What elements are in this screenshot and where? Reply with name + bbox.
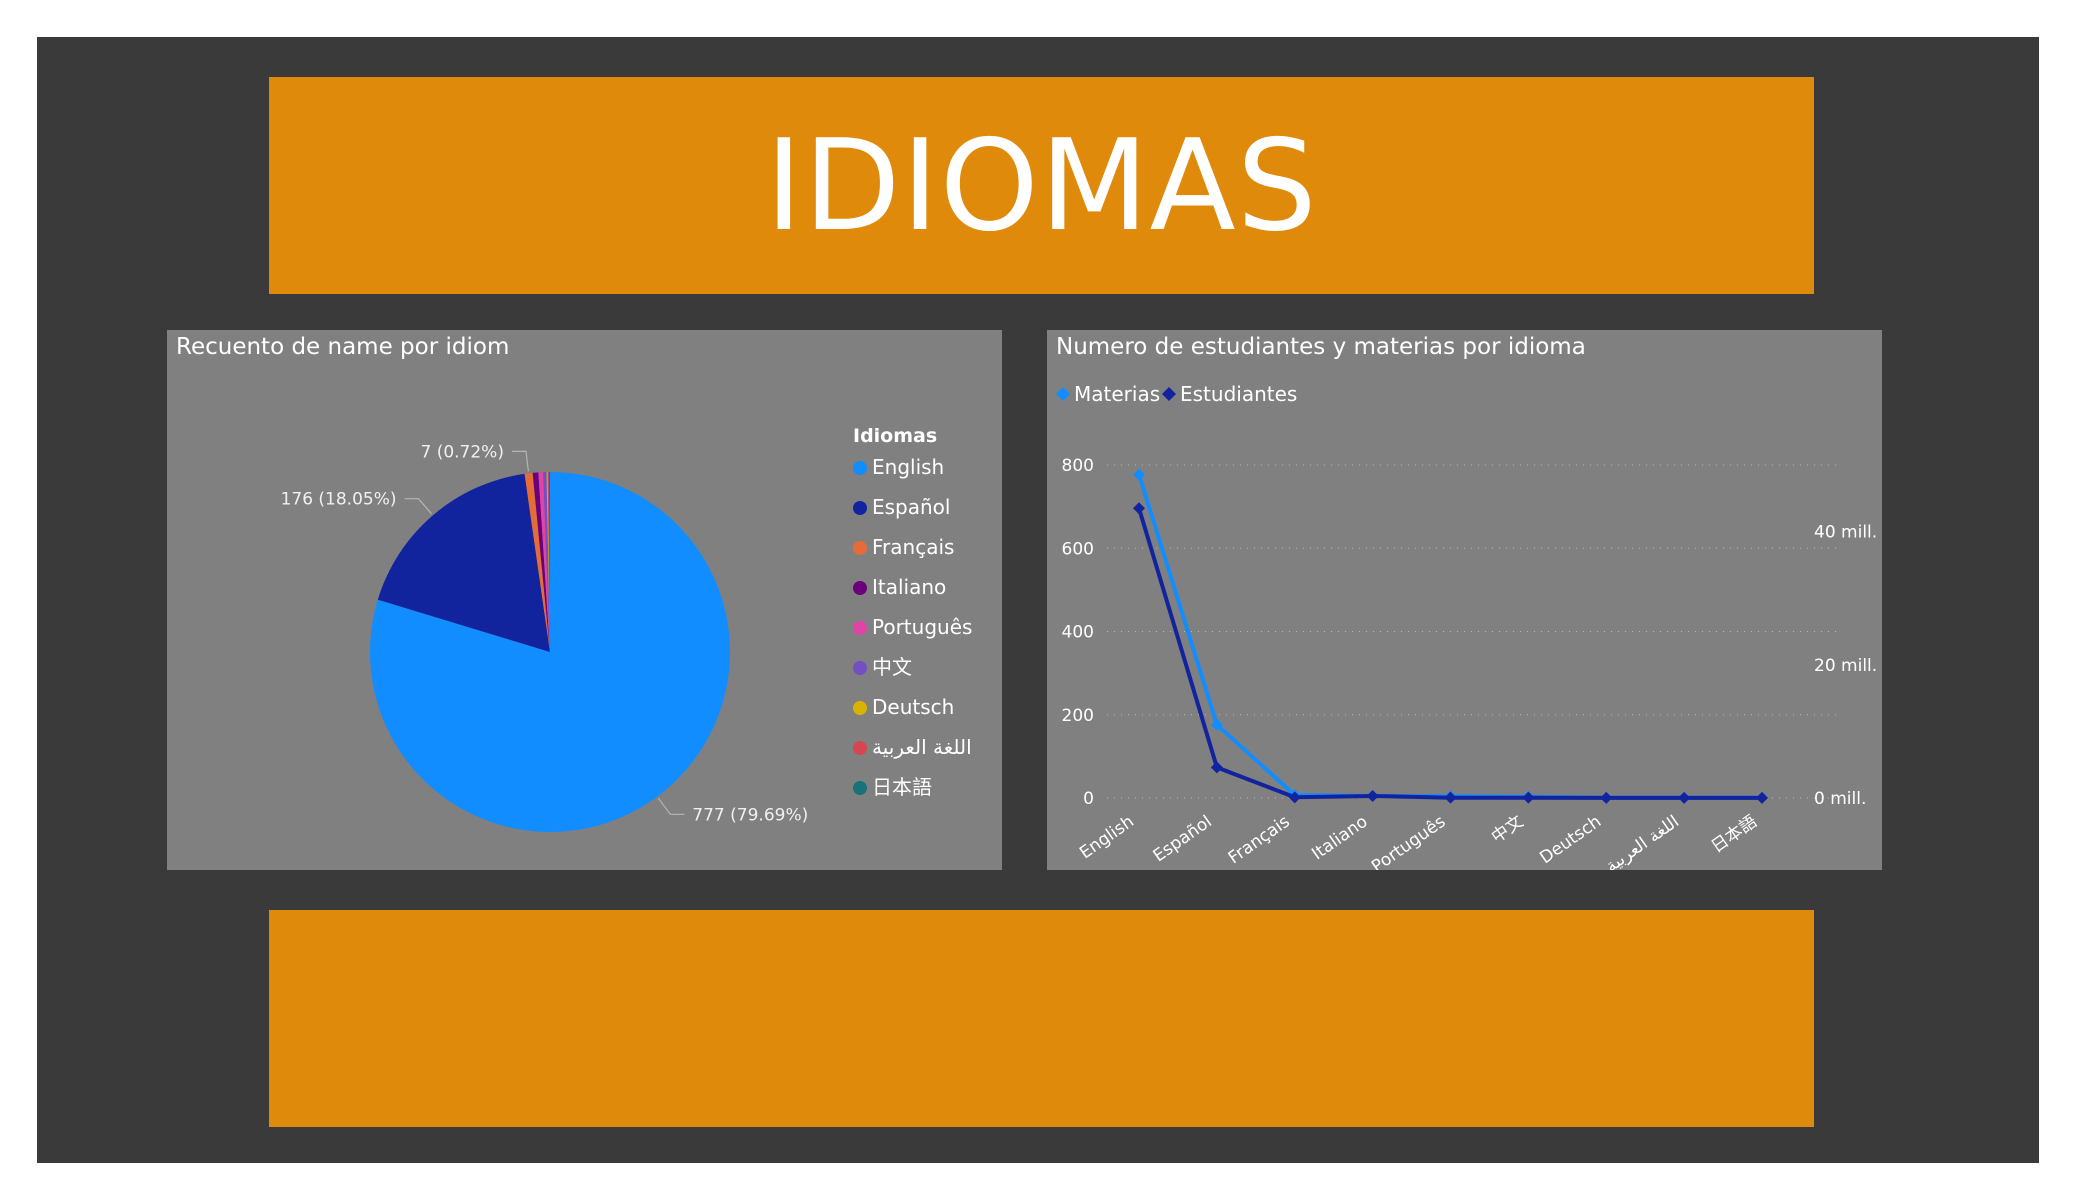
series-point-estudiantes-7[interactable] <box>1678 791 1691 804</box>
pie-legend-item-8[interactable]: 日本語 <box>872 775 932 799</box>
line-legend-marker-0 <box>1056 387 1070 401</box>
pie-legend-marker-5 <box>853 661 867 675</box>
pie-slice-2[interactable] <box>524 472 550 652</box>
page-title: IDIOMAS <box>765 112 1318 259</box>
line-legend-item-0[interactable]: Materias <box>1074 382 1160 406</box>
pie-slice-0[interactable] <box>370 472 731 832</box>
footer-banner <box>269 910 1814 1127</box>
y-left-tick-label-3: 600 <box>1062 539 1094 559</box>
pie-legend-item-5[interactable]: 中文 <box>872 655 912 679</box>
pie-slice-8[interactable] <box>548 471 550 652</box>
series-point-estudiantes-8[interactable] <box>1756 791 1768 804</box>
x-tick-label-5: 中文 <box>1488 812 1527 848</box>
x-tick-label-2: Français <box>1225 812 1294 869</box>
series-point-estudiantes-0[interactable] <box>1133 502 1145 515</box>
series-line-materias <box>1137 474 1762 800</box>
pie-legend-marker-7 <box>853 741 867 755</box>
pie-slice-5[interactable] <box>543 472 550 652</box>
y-left-tick-label-2: 400 <box>1062 623 1094 643</box>
y-left-tick-label-1: 200 <box>1062 706 1094 726</box>
y-left-tick-label-0: 0 <box>1083 789 1094 809</box>
x-tick-label-0: English <box>1076 812 1138 864</box>
series-point-estudiantes-1[interactable] <box>1210 761 1223 774</box>
pie-legend-marker-8 <box>853 781 867 795</box>
pie-leader-line-2 <box>512 450 529 472</box>
pie-slice-3[interactable] <box>532 472 550 652</box>
pie-legend-marker-6 <box>853 701 867 715</box>
series-point-estudiantes-3[interactable] <box>1366 790 1379 803</box>
line-chart-title: Numero de estudiantes y materias por idi… <box>1056 334 1586 360</box>
title-banner: IDIOMAS <box>269 77 1814 294</box>
x-tick-label-8: 日本語 <box>1708 812 1761 858</box>
pie-legend-item-7[interactable]: اللغة العربية <box>872 735 972 759</box>
pie-legend-item-1[interactable]: Español <box>872 495 950 519</box>
pie-legend-marker-3 <box>853 581 867 595</box>
y-left-tick-label-4: 800 <box>1062 456 1094 476</box>
y-right-tick-label-2: 40 mill. <box>1814 523 1877 543</box>
x-tick-label-1: Español <box>1150 812 1216 867</box>
pie-data-label-0: 777 (79.69%) <box>692 805 808 825</box>
pie-chart-title: Recuento de name por idiom <box>176 334 510 360</box>
pie-leader-line-0 <box>657 797 685 815</box>
pie-leader-line-1 <box>404 498 432 515</box>
dashboard-canvas: IDIOMAS Recuento de name por idiom 777 (… <box>37 37 2039 1163</box>
pie-chart[interactable]: 777 (79.69%) 176 (18.05%) 7 (0.72%) Idiomas… <box>167 330 1002 870</box>
pie-legend-marker-1 <box>853 501 867 515</box>
pie-data-label-1: 176 (18.05%) <box>281 490 397 510</box>
x-tick-label-3: Italiano <box>1308 812 1371 865</box>
pie-legend-marker-0 <box>853 461 867 475</box>
series-line-estudiantes <box>1137 507 1762 800</box>
x-tick-label-6: Deutsch <box>1536 812 1605 869</box>
pie-legend-marker-4 <box>853 621 867 635</box>
line-chart[interactable]: 0 200 400 600 800 0 mill. 20 mill. 40 mill. Engl… <box>1047 330 1882 870</box>
series-point-estudiantes-6[interactable] <box>1600 791 1613 804</box>
pie-legend-item-3[interactable]: Italiano <box>872 575 946 599</box>
pie-slice-6[interactable] <box>546 472 550 652</box>
pie-legend-item-2[interactable]: Français <box>872 535 954 559</box>
line-chart-panel[interactable]: Numero de estudiantes y materias por idi… <box>1047 330 1882 870</box>
series-point-estudiantes-5[interactable] <box>1522 791 1535 804</box>
pie-slice-1[interactable] <box>377 473 550 652</box>
y-right-tick-label-1: 20 mill. <box>1814 656 1877 676</box>
pie-slice-4[interactable] <box>538 472 550 652</box>
line-legend-marker-1 <box>1162 387 1176 401</box>
pie-legend-marker-2 <box>853 541 867 555</box>
series-point-estudiantes-4[interactable] <box>1444 791 1457 804</box>
pie-legend-title: Idiomas <box>853 425 937 447</box>
line-legend-item-1[interactable]: Estudiantes <box>1180 382 1297 406</box>
x-tick-label-7: اللغة العربية <box>1602 812 1683 870</box>
pie-legend-item-4[interactable]: Português <box>872 615 972 639</box>
pie-data-label-2: 7 (0.72%) <box>420 442 504 462</box>
pie-slice-7[interactable] <box>547 472 550 652</box>
pie-legend-item-0[interactable]: English <box>872 455 944 479</box>
pie-legend-item-6[interactable]: Deutsch <box>872 695 954 719</box>
series-point-estudiantes-2[interactable] <box>1288 791 1301 804</box>
x-tick-label-4: Português <box>1368 812 1450 870</box>
pie-chart-panel[interactable]: Recuento de name por idiom 777 (79.69%) 1… <box>167 330 1002 870</box>
series-point-materias-0[interactable] <box>1133 468 1145 481</box>
y-right-tick-label-0: 0 mill. <box>1814 789 1866 809</box>
series-point-materias-1[interactable] <box>1210 718 1223 731</box>
